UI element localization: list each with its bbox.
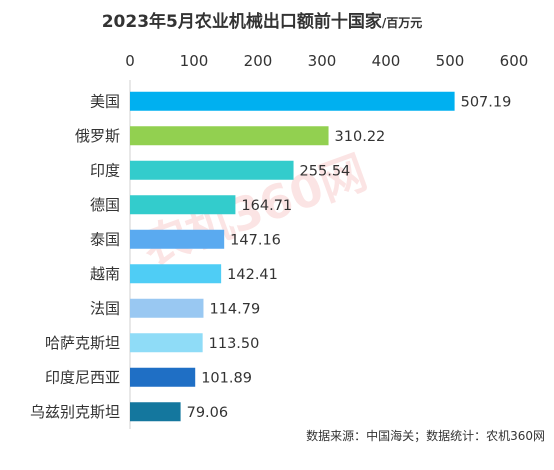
value-label: 164.71 [241, 198, 292, 214]
value-label: 142.41 [227, 267, 278, 283]
category-label: 印度尼西亚 [45, 368, 120, 386]
bar [130, 402, 181, 422]
value-labels: 507.19 310.22 255.54 164.71 147.16 142.41 114.… [187, 94, 512, 421]
x-tick-label: 500 [436, 52, 465, 70]
category-label: 泰国 [90, 230, 120, 248]
value-label: 255.54 [300, 163, 351, 179]
bar [130, 298, 204, 318]
value-label: 310.22 [335, 129, 386, 145]
category-label: 越南 [90, 265, 120, 283]
value-label: 101.89 [201, 370, 252, 386]
bar [130, 264, 222, 284]
bar [130, 91, 455, 111]
category-label: 乌兹别克斯坦 [30, 403, 120, 421]
x-tick-label: 400 [372, 52, 401, 70]
bar [130, 195, 236, 215]
x-tick-label: 600 [500, 52, 529, 70]
chart-title: 2023年5月农业机械出口额前十国家/百万元 [102, 11, 423, 32]
chart-title-text: 2023年5月农业机械出口额前十国家 [102, 11, 382, 32]
x-tick-label: 100 [180, 52, 209, 70]
value-label: 114.79 [209, 301, 260, 317]
category-label: 美国 [90, 92, 120, 110]
chart-unit: /百万元 [382, 16, 422, 30]
x-axis-ticks: 0 100 200 300 400 500 600 [125, 52, 528, 70]
value-label: 113.50 [209, 336, 260, 352]
bar [130, 126, 329, 146]
x-tick-label: 200 [244, 52, 273, 70]
bar [130, 160, 294, 180]
bar [130, 229, 225, 249]
value-label: 79.06 [187, 405, 229, 421]
bar [130, 333, 203, 353]
x-tick-label: 0 [125, 52, 135, 70]
bars [130, 91, 455, 422]
category-label: 法国 [90, 299, 120, 317]
category-label: 哈萨克斯坦 [45, 334, 120, 352]
value-label: 507.19 [461, 94, 512, 110]
source-note: 数据来源：中国海关；数据统计：农机360网 [306, 428, 545, 443]
category-label: 俄罗斯 [75, 127, 120, 145]
category-label: 印度 [90, 161, 120, 179]
category-label: 德国 [90, 196, 120, 214]
x-tick-label: 300 [308, 52, 337, 70]
bar [130, 367, 196, 387]
value-label: 147.16 [230, 232, 281, 248]
